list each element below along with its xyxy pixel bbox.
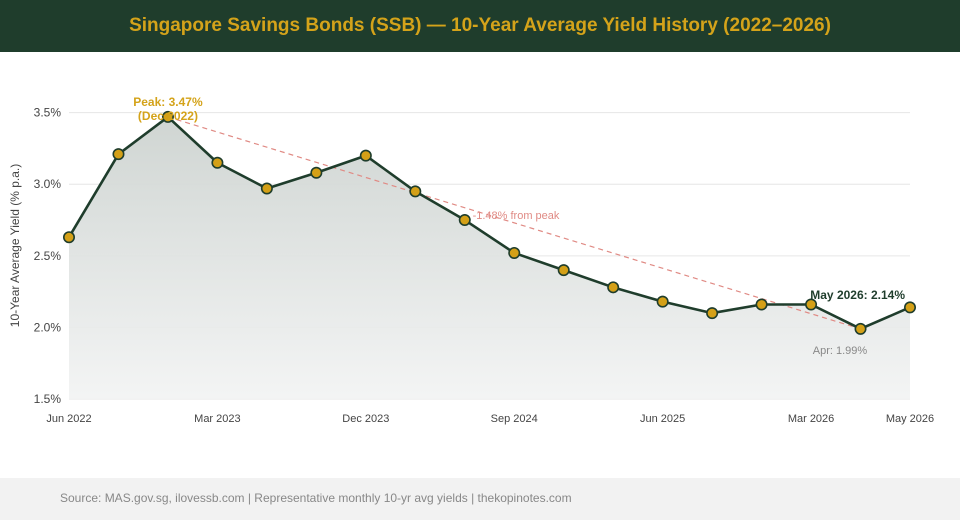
y-tick-label: 2.0% <box>34 320 62 334</box>
data-point <box>161 110 174 123</box>
x-tick-label: Jun 2025 <box>640 413 685 425</box>
peak-date-label: (Dec 2022) <box>138 109 198 123</box>
data-point <box>903 301 916 314</box>
y-tick-label: 2.5% <box>34 249 62 263</box>
data-point <box>211 156 224 169</box>
data-point <box>607 281 620 294</box>
data-point <box>359 149 372 162</box>
y-axis-title: 10-Year Average Yield (% p.a.) <box>8 164 22 327</box>
data-point <box>706 307 719 320</box>
data-point <box>805 298 818 311</box>
data-point <box>310 166 323 179</box>
data-point <box>854 322 867 335</box>
peak-label: Peak: 3.47% <box>133 95 203 109</box>
x-tick-label: Dec 2023 <box>342 413 389 425</box>
data-point <box>557 264 570 277</box>
area-fill <box>69 116 910 399</box>
previous-value-label: Apr: 1.99% <box>813 345 868 357</box>
data-point <box>62 231 75 244</box>
x-tick-label: May 2026 <box>886 413 934 425</box>
data-point <box>656 295 669 308</box>
data-point <box>260 182 273 195</box>
trend-dashed-line <box>167 116 861 330</box>
data-point <box>755 298 768 311</box>
footer-bar: Source: MAS.gov.sg, ilovessb.com | Repre… <box>0 478 960 520</box>
trend-label: -1.48% from peak <box>473 210 560 222</box>
chart-area: 1.5% 2.0% 2.5% 3.0% 3.5% Jun 2022 Mar 2023 Dec … <box>0 52 960 478</box>
latest-value-label: May 2026: 2.14% <box>810 288 905 302</box>
data-point <box>508 246 521 259</box>
source-note: Source: MAS.gov.sg, ilovessb.com | Repre… <box>60 491 572 505</box>
yield-line-chart: 1.5% 2.0% 2.5% 3.0% 3.5% Jun 2022 Mar 2023 Dec … <box>8 95 934 425</box>
chart-title: Singapore Savings Bonds (SSB) — 10-Year … <box>129 15 831 36</box>
y-tick-label: 1.5% <box>34 392 62 406</box>
x-tick-label: Mar 2026 <box>788 413 834 425</box>
data-point <box>112 148 125 161</box>
series-line <box>67 115 911 331</box>
x-tick-label: Sep 2024 <box>491 413 538 425</box>
data-point <box>458 214 471 227</box>
x-tick-label: Mar 2023 <box>194 413 240 425</box>
data-point <box>409 185 422 198</box>
y-tick-label: 3.5% <box>34 106 62 120</box>
chart-header: Singapore Savings Bonds (SSB) — 10-Year … <box>0 0 960 52</box>
x-tick-label: Jun 2022 <box>46 413 91 425</box>
y-tick-label: 3.0% <box>34 177 62 191</box>
